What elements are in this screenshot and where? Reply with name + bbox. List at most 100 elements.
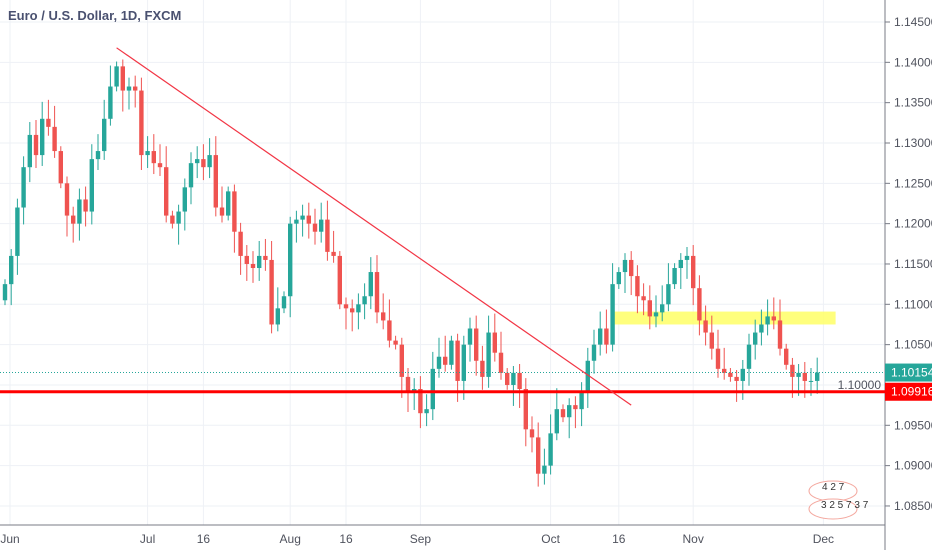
candle-body [523, 389, 528, 430]
x-tick-label: 16 [197, 532, 211, 546]
candle-body [684, 255, 690, 260]
candle-body [325, 219, 330, 252]
candle-body [95, 151, 101, 160]
candle-body [15, 207, 20, 256]
candle-body [666, 284, 671, 305]
candle-body [405, 376, 411, 394]
candle-body [424, 409, 429, 414]
candle-body [461, 344, 466, 381]
candle-body [728, 372, 733, 377]
candle-body [505, 372, 510, 385]
candle-body [722, 368, 727, 373]
candle-body [591, 344, 597, 361]
y-tick-label: 1.08500 [894, 499, 932, 513]
candle-body [170, 215, 175, 224]
candle-body [802, 372, 807, 381]
candle-body [164, 167, 169, 216]
candle-body [120, 66, 125, 91]
chart-title: Euro / U.S. Dollar, 1D, FXCM [8, 8, 182, 23]
x-tick-label: 16 [612, 532, 626, 546]
candle-body [294, 219, 299, 224]
candle-body [629, 259, 634, 277]
candle-body [58, 151, 63, 184]
candle-body [2, 284, 8, 301]
candle-body [145, 151, 150, 156]
candle-body [467, 328, 473, 345]
candle-body [622, 259, 628, 273]
candle-body [83, 199, 88, 212]
candle-body [40, 118, 45, 156]
candle-body [368, 272, 373, 297]
candle-body [759, 324, 764, 333]
candle-body [201, 159, 206, 168]
candle-body [517, 372, 522, 390]
y-tick-label: 1.11500 [894, 257, 932, 271]
candle-body [343, 304, 349, 309]
candle-body [455, 340, 460, 381]
x-tick-label: Nov [683, 532, 704, 546]
y-tick-label: 1.10500 [894, 338, 932, 352]
candle-body [579, 393, 584, 410]
candle-body [195, 159, 200, 164]
candle-body [250, 263, 256, 269]
hline-price-label: 1.09916 [891, 385, 932, 399]
y-tick-label: 1.09000 [894, 459, 932, 473]
candle-body [777, 320, 783, 349]
candle-body [784, 348, 789, 365]
candle-body [709, 332, 714, 349]
candle-body [548, 433, 553, 466]
candle-body [492, 332, 497, 353]
candle-body [331, 251, 336, 256]
y-tick-label: 1.13500 [894, 96, 932, 110]
y-tick-label: 1.09500 [894, 418, 932, 432]
candle-body [567, 405, 572, 418]
candle-body [244, 255, 249, 264]
candle-body [808, 380, 814, 382]
candle-body [672, 268, 677, 285]
candle-body [238, 231, 243, 256]
candle-body [529, 429, 535, 438]
candle-body [436, 356, 442, 369]
candle-body [418, 389, 423, 414]
y-tick-label: 1.14500 [894, 15, 932, 29]
candle-body [356, 304, 361, 313]
candle-body [176, 211, 181, 224]
candle-body [796, 372, 801, 377]
candle-body [660, 304, 665, 313]
candle-body [300, 215, 305, 220]
x-tick-label: Sep [410, 532, 432, 546]
y-tick-label: 1.11000 [894, 297, 932, 311]
candle-body [281, 296, 287, 309]
hline-price-badge [885, 382, 932, 401]
candle-body [536, 437, 541, 474]
last-price-badge [885, 363, 932, 382]
candle-body [616, 272, 621, 285]
event-row-2: 3 2 5 7 3 7 [821, 500, 869, 511]
candle-body [610, 284, 615, 345]
candle-body [715, 348, 721, 369]
candle-body [108, 86, 113, 119]
candle-body [288, 223, 293, 297]
candle-body [102, 118, 107, 152]
candle-body [678, 259, 683, 269]
candle-body [697, 288, 702, 321]
candle-body [554, 409, 559, 434]
candle-body [126, 86, 132, 91]
candle-body [653, 312, 659, 317]
event-row-1: 4 2 7 [822, 482, 845, 493]
candle-body [27, 134, 32, 168]
x-tick-label: Jun [0, 532, 19, 546]
candle-body [746, 344, 752, 369]
candle-body [449, 340, 454, 365]
candle-body [139, 90, 144, 156]
candle-body [771, 316, 776, 321]
candle-body [474, 328, 479, 361]
candle-body [337, 255, 342, 305]
candle-body [46, 118, 51, 127]
candle-body [226, 191, 231, 216]
candle-body [703, 320, 708, 333]
candle-body [387, 320, 392, 341]
x-tick-label: Dec [813, 532, 834, 546]
